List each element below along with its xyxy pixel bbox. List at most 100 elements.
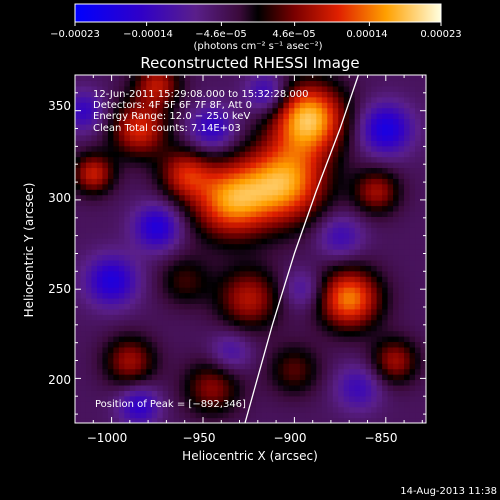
heatmap-cell [261, 183, 268, 190]
heatmap-cell [146, 118, 153, 125]
heatmap-cell [371, 140, 378, 147]
heatmap-cell [146, 325, 153, 332]
heatmap-cell [360, 374, 367, 381]
heatmap-cell [179, 129, 186, 136]
heatmap-cell [212, 374, 219, 381]
heatmap-cell [409, 113, 416, 120]
heatmap-cell [135, 216, 142, 223]
heatmap-cell [201, 374, 208, 381]
heatmap-cell [299, 352, 306, 359]
heatmap-cell [107, 325, 114, 332]
heatmap-cell [245, 216, 252, 223]
heatmap-cell [420, 249, 426, 256]
heatmap-cell [80, 80, 87, 87]
heatmap-cell [195, 308, 202, 315]
heatmap-cell [382, 395, 389, 402]
heatmap-cell [223, 183, 230, 190]
heatmap-cell [80, 96, 87, 103]
heatmap-cell [316, 134, 323, 141]
heatmap-cell [349, 75, 356, 82]
heatmap-cell [288, 107, 295, 114]
heatmap-cell [365, 232, 372, 239]
heatmap-cell [398, 390, 405, 397]
heatmap-cell [228, 303, 235, 310]
heatmap-cell [409, 336, 416, 343]
heatmap-cell [321, 123, 328, 130]
heatmap-cell [190, 194, 197, 201]
heatmap-cell [332, 314, 339, 321]
heatmap-cell [277, 384, 284, 391]
heatmap-cell [294, 325, 301, 332]
heatmap-cell [266, 238, 274, 245]
heatmap-cell [140, 336, 147, 343]
heatmap-cell [162, 281, 169, 288]
heatmap-cell [129, 91, 136, 98]
heatmap-cell [283, 281, 290, 288]
heatmap-cell [96, 145, 104, 152]
heatmap-cell [261, 330, 268, 337]
heatmap-cell [206, 406, 213, 413]
heatmap-cell [217, 172, 224, 179]
heatmap-cell [102, 384, 109, 391]
heatmap-cell [332, 352, 339, 359]
heatmap-cell [305, 363, 312, 370]
heatmap-cell [179, 194, 186, 201]
heatmap-cell [266, 123, 274, 130]
heatmap-cell [294, 259, 301, 266]
heatmap-cell [179, 232, 186, 239]
heatmap-cell [261, 249, 268, 256]
heatmap-cell [201, 379, 208, 386]
heatmap-cell [129, 134, 136, 141]
heatmap-cell [151, 379, 158, 386]
heatmap-cell [212, 281, 219, 288]
heatmap-cell [195, 238, 202, 245]
heatmap-cell [283, 134, 290, 141]
heatmap-cell [201, 336, 208, 343]
heatmap-cell [272, 363, 279, 370]
heatmap-cell [124, 249, 131, 256]
heatmap-cell [382, 281, 389, 288]
heatmap-cell [135, 145, 142, 152]
colorbar-tick-label: −0.00023 [50, 29, 100, 40]
heatmap-cell [327, 129, 334, 136]
heatmap-cell [206, 80, 213, 87]
heatmap-cell [250, 183, 257, 190]
heatmap-cell [387, 374, 394, 381]
heatmap-cell [151, 167, 158, 174]
heatmap-cell [360, 243, 367, 250]
heatmap-cell [162, 287, 169, 294]
heatmap-cell [157, 205, 164, 212]
heatmap-cell [387, 363, 394, 370]
heatmap-cell [102, 134, 109, 141]
heatmap-cell [212, 123, 219, 130]
heatmap-cell [234, 249, 241, 256]
heatmap-cell [140, 172, 147, 179]
heatmap-cell [129, 249, 136, 256]
heatmap-cell [157, 412, 164, 419]
heatmap-cell [96, 75, 104, 82]
heatmap-cell [261, 308, 268, 315]
heatmap-cell [316, 102, 323, 109]
heatmap-cell [140, 401, 147, 408]
heatmap-cell [393, 238, 400, 245]
heatmap-cell [206, 390, 213, 397]
heatmap-cell [85, 167, 93, 174]
heatmap-cell [151, 314, 158, 321]
heatmap-cell [288, 123, 295, 130]
heatmap-cell [393, 265, 400, 272]
heatmap-cell [157, 189, 164, 196]
heatmap-cell [360, 232, 367, 239]
heatmap-cell [201, 80, 208, 87]
heatmap-cell [255, 357, 263, 364]
heatmap-cell [398, 319, 405, 326]
heatmap-cell [217, 118, 224, 125]
heatmap-cell [190, 200, 197, 207]
heatmap-cell [321, 221, 328, 228]
heatmap-cell [305, 123, 312, 130]
heatmap-cell [113, 75, 120, 82]
heatmap-cell [250, 91, 257, 98]
heatmap-cell [124, 80, 131, 87]
heatmap-cell [321, 395, 328, 402]
heatmap-cell [360, 194, 367, 201]
heatmap-cell [415, 140, 422, 147]
